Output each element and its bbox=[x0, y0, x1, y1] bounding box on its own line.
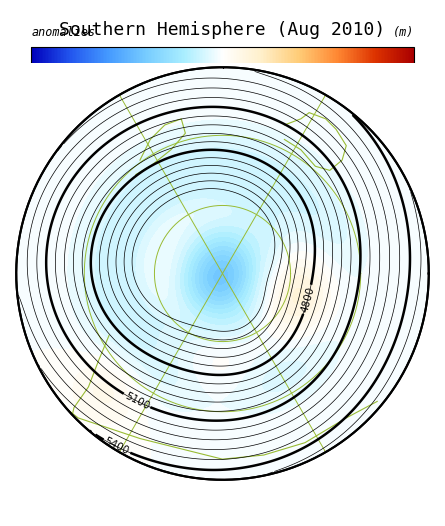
Point bbox=[219, 269, 226, 278]
Text: (m): (m) bbox=[392, 26, 414, 39]
Point bbox=[219, 269, 226, 278]
Point bbox=[219, 269, 226, 278]
Point bbox=[219, 269, 226, 278]
Point bbox=[219, 269, 226, 278]
Point bbox=[219, 269, 226, 278]
Point bbox=[219, 269, 226, 278]
Point bbox=[219, 269, 226, 278]
Point bbox=[219, 269, 226, 278]
Point bbox=[219, 269, 226, 278]
Point bbox=[219, 269, 226, 278]
Point bbox=[219, 269, 226, 278]
Point bbox=[219, 269, 226, 278]
Point bbox=[219, 269, 226, 278]
Point bbox=[219, 269, 226, 278]
Point bbox=[219, 269, 226, 278]
Point bbox=[219, 269, 226, 278]
Point bbox=[219, 269, 226, 278]
Point bbox=[219, 269, 226, 278]
Point bbox=[219, 269, 226, 278]
Point bbox=[219, 269, 226, 278]
Point bbox=[219, 269, 226, 278]
Point bbox=[219, 269, 226, 278]
Point bbox=[219, 269, 226, 278]
Point bbox=[219, 269, 226, 278]
Point bbox=[219, 269, 226, 278]
Point bbox=[219, 269, 226, 278]
Point bbox=[219, 269, 226, 278]
Text: 5400: 5400 bbox=[103, 437, 131, 457]
Point bbox=[219, 269, 226, 278]
Point bbox=[219, 269, 226, 278]
Point bbox=[219, 269, 226, 278]
Point bbox=[219, 269, 226, 278]
Point bbox=[219, 269, 226, 278]
Point bbox=[219, 269, 226, 278]
Point bbox=[219, 269, 226, 278]
Point bbox=[219, 269, 226, 278]
Point bbox=[219, 269, 226, 278]
Point bbox=[219, 269, 226, 278]
Point bbox=[219, 269, 226, 278]
Point bbox=[219, 269, 226, 278]
Point bbox=[219, 269, 226, 278]
Point bbox=[219, 269, 226, 278]
Point bbox=[219, 269, 226, 278]
Point bbox=[219, 269, 226, 278]
Point bbox=[219, 269, 226, 278]
Point bbox=[219, 269, 226, 278]
Point bbox=[219, 269, 226, 278]
Point bbox=[219, 269, 226, 278]
Point bbox=[219, 269, 226, 278]
Point bbox=[219, 269, 226, 278]
Point bbox=[219, 269, 226, 278]
Point bbox=[219, 269, 226, 278]
Point bbox=[219, 269, 226, 278]
Point bbox=[219, 269, 226, 278]
Point bbox=[219, 269, 226, 278]
Point bbox=[219, 269, 226, 278]
Point bbox=[219, 269, 226, 278]
Point bbox=[219, 269, 226, 278]
Point bbox=[219, 269, 226, 278]
Point bbox=[219, 269, 226, 278]
Point bbox=[219, 269, 226, 278]
PathPatch shape bbox=[0, 47, 445, 500]
Point bbox=[219, 269, 226, 278]
Text: 4800: 4800 bbox=[299, 286, 316, 313]
Point bbox=[219, 269, 226, 278]
Point bbox=[219, 269, 226, 278]
Point bbox=[219, 269, 226, 278]
Point bbox=[219, 269, 226, 278]
Point bbox=[219, 269, 226, 278]
Point bbox=[219, 269, 226, 278]
Point bbox=[219, 269, 226, 278]
Point bbox=[219, 269, 226, 278]
Point bbox=[219, 269, 226, 278]
Point bbox=[219, 269, 226, 278]
Point bbox=[219, 269, 226, 278]
Point bbox=[219, 269, 226, 278]
Point bbox=[219, 269, 226, 278]
Point bbox=[219, 269, 226, 278]
Text: anomalies: anomalies bbox=[31, 26, 95, 39]
Point bbox=[219, 269, 226, 278]
Text: 5100: 5100 bbox=[123, 391, 151, 411]
Point bbox=[219, 269, 226, 278]
Point bbox=[219, 269, 226, 278]
Point bbox=[219, 269, 226, 278]
Point bbox=[219, 269, 226, 278]
Point bbox=[219, 269, 226, 278]
Point bbox=[219, 269, 226, 278]
Point bbox=[219, 269, 226, 278]
Point bbox=[219, 269, 226, 278]
Text: Southern Hemisphere (Aug 2010): Southern Hemisphere (Aug 2010) bbox=[59, 21, 386, 39]
